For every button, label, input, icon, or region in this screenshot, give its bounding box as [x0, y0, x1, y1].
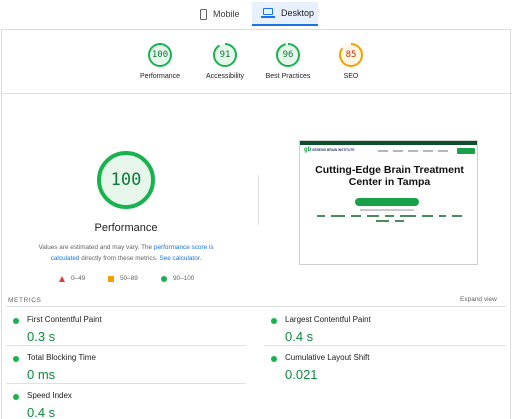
- triangle-icon: [59, 275, 65, 282]
- metric-row-divider: [264, 345, 506, 346]
- tab-desktop-label: Desktop: [281, 8, 315, 18]
- metric-value: 0.4 s: [27, 405, 56, 419]
- seo-label: SEO: [343, 73, 359, 80]
- legend-fail: 0–49: [59, 275, 85, 282]
- square-icon: [108, 275, 114, 282]
- pass-dot-icon: [13, 356, 19, 362]
- legend-pass: 90–100: [161, 275, 194, 282]
- circle-icon: [161, 275, 167, 282]
- category-summary: 100 Performance 91 Accessibility 96 Best…: [2, 42, 512, 94]
- metric-lcp: Largest Contentful Paint 0.4 s: [271, 314, 491, 350]
- accessibility-gauge: [213, 43, 237, 67]
- screenshot-nav-links: [378, 150, 448, 152]
- note-text: Values are estimated and may vary. The: [38, 244, 154, 251]
- accessibility-label: Accessibility: [205, 73, 245, 80]
- legend-fail-label: 0–49: [71, 275, 86, 282]
- summary-performance[interactable]: 100 Performance: [125, 42, 195, 80]
- best-practices-label: Best Practices: [265, 73, 311, 80]
- metric-row-divider: [6, 383, 246, 384]
- seo-score: 85: [345, 50, 357, 60]
- metric-label: Total Blocking Time: [27, 353, 96, 362]
- legend-average: 50–89: [108, 275, 138, 282]
- screenshot-links: [312, 215, 467, 222]
- report-card: 100 Performance 91 Accessibility 96 Best…: [1, 29, 512, 419]
- page-screenshot: gb GENESIS BRAIN INSTITUTE Cutting-Edge …: [299, 140, 478, 265]
- screenshot-nav: gb GENESIS BRAIN INSTITUTE: [304, 147, 475, 157]
- accessibility-score: 91: [219, 50, 231, 60]
- screenshot-subtext: [360, 209, 414, 211]
- score-note: Values are estimated and may vary. The p…: [26, 242, 226, 264]
- legend-pass-label: 90–100: [173, 275, 195, 282]
- screenshot-cta: [457, 148, 475, 154]
- laptop-icon: [261, 8, 275, 18]
- tab-desktop[interactable]: Desktop: [252, 2, 318, 26]
- summary-seo[interactable]: 85 SEO: [316, 42, 386, 80]
- tab-mobile[interactable]: Mobile: [200, 2, 250, 26]
- screenshot-headline: Cutting-Edge Brain Treatment Center in T…: [315, 164, 464, 188]
- screenshot-logo-text: GENESIS BRAIN INSTITUTE: [312, 148, 355, 152]
- see-calculator-link[interactable]: See calculator.: [159, 255, 202, 262]
- pass-dot-icon: [13, 318, 19, 324]
- performance-gauge: [148, 43, 172, 67]
- performance-score: 100: [151, 50, 169, 60]
- performance-big-gauge: 100: [95, 149, 157, 211]
- seo-gauge: [339, 43, 363, 67]
- metric-label: Cumulative Layout Shift: [285, 353, 370, 362]
- metric-cls: Cumulative Layout Shift 0.021: [271, 352, 491, 388]
- metric-tbt: Total Blocking Time 0 ms: [13, 352, 233, 388]
- screenshot-topbar: [300, 141, 477, 145]
- metric-fcp: First Contentful Paint 0.3 s: [13, 314, 233, 350]
- pass-dot-icon: [271, 356, 277, 362]
- metric-label: First Contentful Paint: [27, 315, 102, 324]
- performance-big-score: 100: [110, 170, 142, 190]
- score-legend: 0–49 50–89 90–100: [2, 275, 250, 285]
- metric-value: 0 ms: [27, 367, 56, 382]
- device-tabs: Mobile Desktop: [0, 0, 512, 29]
- metric-label: Largest Contentful Paint: [285, 315, 371, 324]
- best-practices-gauge: [276, 43, 300, 67]
- expand-view-toggle[interactable]: Expand view: [460, 296, 497, 303]
- metric-si: Speed Index 0.4 s: [13, 390, 233, 419]
- note-text-mid: directly from these metrics.: [79, 255, 160, 262]
- metric-value: 0.4 s: [285, 329, 314, 344]
- metric-value: 0.3 s: [27, 329, 56, 344]
- tab-mobile-label: Mobile: [213, 9, 240, 19]
- metric-label: Speed Index: [27, 391, 72, 400]
- pass-dot-icon: [271, 318, 277, 324]
- screenshot-logo: gb: [304, 147, 312, 153]
- metrics-divider: [6, 306, 506, 307]
- phone-icon: [200, 8, 207, 20]
- metric-value: 0.021: [285, 367, 318, 382]
- screenshot-button: [355, 198, 419, 206]
- summary-divider: [2, 93, 512, 94]
- performance-title: Performance: [94, 222, 158, 234]
- metric-row-divider: [6, 345, 246, 346]
- metrics-header: METRICS: [8, 297, 42, 304]
- best-practices-score: 96: [282, 50, 294, 60]
- vertical-divider: [258, 175, 259, 225]
- performance-label: Performance: [139, 73, 181, 80]
- summary-best-practices[interactable]: 96 Best Practices: [253, 42, 323, 80]
- summary-accessibility[interactable]: 91 Accessibility: [190, 42, 260, 80]
- pass-dot-icon: [13, 394, 19, 400]
- legend-average-label: 50–89: [120, 275, 138, 282]
- performance-ring: [97, 151, 155, 209]
- performance-score-link[interactable]: performance score is calculated: [50, 244, 214, 262]
